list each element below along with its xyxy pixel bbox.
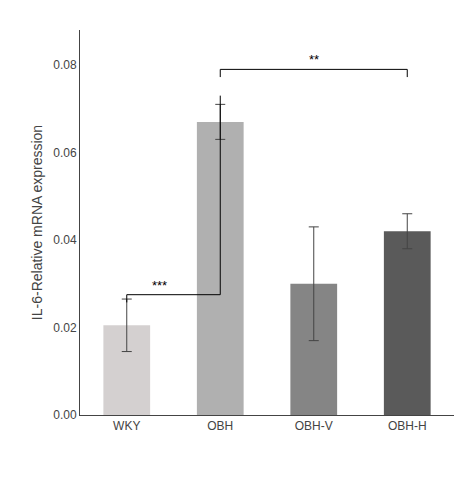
svg-text:WKY: WKY — [113, 419, 140, 433]
svg-text:0.02: 0.02 — [53, 321, 77, 335]
svg-text:OBH-H: OBH-H — [388, 419, 427, 433]
svg-text:0.04: 0.04 — [53, 233, 77, 247]
svg-text:0.06: 0.06 — [53, 146, 77, 160]
svg-text:***: *** — [152, 278, 167, 293]
svg-text:0.00: 0.00 — [53, 408, 77, 422]
svg-text:**: ** — [309, 52, 319, 67]
svg-text:OBH: OBH — [207, 419, 233, 433]
svg-text:0.08: 0.08 — [53, 58, 77, 72]
svg-text:IL-6-Relative mRNA expression: IL-6-Relative mRNA expression — [29, 125, 45, 320]
svg-text:OBH-V: OBH-V — [295, 419, 333, 433]
